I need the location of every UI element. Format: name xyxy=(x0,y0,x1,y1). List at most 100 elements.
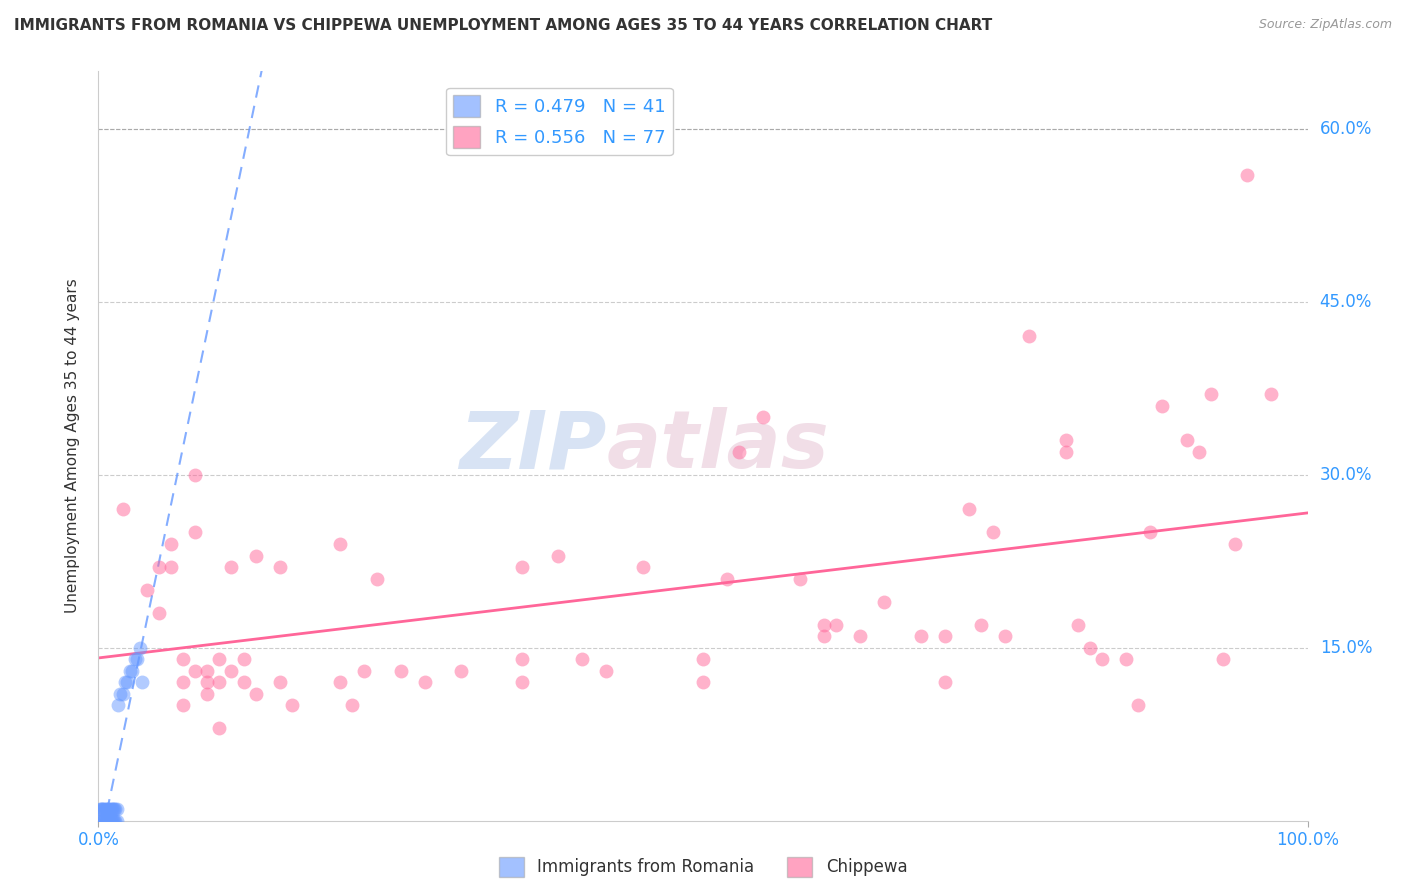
Point xyxy=(595,664,617,678)
Point xyxy=(1078,640,1101,655)
Point xyxy=(389,664,412,678)
Point xyxy=(353,664,375,678)
Point xyxy=(94,814,117,828)
Point xyxy=(135,583,157,598)
Point xyxy=(1152,399,1174,413)
Point xyxy=(1067,617,1090,632)
Text: Source: ZipAtlas.com: Source: ZipAtlas.com xyxy=(1258,18,1392,31)
Point xyxy=(1115,652,1137,666)
Point xyxy=(172,675,194,690)
Point xyxy=(100,802,122,816)
Point xyxy=(269,675,291,690)
Point xyxy=(100,814,122,828)
Point xyxy=(89,814,111,828)
Point xyxy=(1236,168,1258,182)
Point xyxy=(957,502,980,516)
Point xyxy=(100,802,122,816)
Point xyxy=(121,664,143,678)
Point xyxy=(329,537,352,551)
Point xyxy=(103,814,125,828)
Point xyxy=(160,560,183,574)
Point xyxy=(269,560,291,574)
Point xyxy=(934,629,956,643)
Point xyxy=(104,814,127,828)
Point xyxy=(184,467,207,482)
Point xyxy=(117,675,139,690)
Point xyxy=(93,814,115,828)
Point xyxy=(752,410,775,425)
Text: atlas: atlas xyxy=(606,407,830,485)
Point xyxy=(232,652,254,666)
Point xyxy=(413,675,436,690)
Point xyxy=(813,629,835,643)
Point xyxy=(221,664,243,678)
Point xyxy=(107,698,129,713)
Point xyxy=(148,560,170,574)
Point xyxy=(111,502,134,516)
Point xyxy=(124,652,146,666)
Point xyxy=(104,802,127,816)
Point xyxy=(994,629,1017,643)
Point xyxy=(98,802,121,816)
Text: 15.0%: 15.0% xyxy=(1320,639,1372,657)
Point xyxy=(1188,444,1211,458)
Point xyxy=(208,652,231,666)
Point xyxy=(1223,537,1246,551)
Point xyxy=(127,652,149,666)
Point xyxy=(547,549,569,563)
Point xyxy=(970,617,993,632)
Text: 30.0%: 30.0% xyxy=(1320,466,1372,483)
Point xyxy=(510,675,533,690)
Point xyxy=(89,802,111,816)
Point xyxy=(160,537,183,551)
Point xyxy=(1091,652,1114,666)
Point xyxy=(1018,329,1040,343)
Point xyxy=(96,802,118,816)
Point xyxy=(114,675,136,690)
Point xyxy=(105,802,128,816)
Point xyxy=(108,687,131,701)
Point xyxy=(90,802,112,816)
Text: IMMIGRANTS FROM ROMANIA VS CHIPPEWA UNEMPLOYMENT AMONG AGES 35 TO 44 YEARS CORRE: IMMIGRANTS FROM ROMANIA VS CHIPPEWA UNEM… xyxy=(14,18,993,33)
Point xyxy=(97,802,120,816)
Point xyxy=(1139,525,1161,540)
Point xyxy=(716,572,738,586)
Point xyxy=(184,664,207,678)
Point xyxy=(245,549,267,563)
Point xyxy=(97,814,120,828)
Point xyxy=(118,664,141,678)
Point xyxy=(195,675,218,690)
Point xyxy=(873,594,896,608)
Point xyxy=(195,664,218,678)
Text: 60.0%: 60.0% xyxy=(1320,120,1372,138)
Point xyxy=(111,687,134,701)
Point xyxy=(148,606,170,620)
Y-axis label: Unemployment Among Ages 35 to 44 years: Unemployment Among Ages 35 to 44 years xyxy=(65,278,80,614)
Point xyxy=(571,652,593,666)
Point xyxy=(208,722,231,736)
Point xyxy=(172,652,194,666)
Point xyxy=(329,675,352,690)
Point xyxy=(728,444,751,458)
Point xyxy=(1199,387,1222,401)
Text: ZIP: ZIP xyxy=(458,407,606,485)
Point xyxy=(631,560,654,574)
Point xyxy=(94,802,117,816)
Point xyxy=(96,814,118,828)
Point xyxy=(1212,652,1234,666)
Point xyxy=(184,525,207,540)
Point xyxy=(981,525,1004,540)
Point xyxy=(813,617,835,632)
Point xyxy=(91,814,114,828)
Point xyxy=(849,629,872,643)
Point xyxy=(1128,698,1150,713)
Point xyxy=(1175,434,1198,448)
Point xyxy=(510,652,533,666)
Point xyxy=(342,698,364,713)
Point xyxy=(91,802,114,816)
Point xyxy=(789,572,811,586)
Point xyxy=(100,814,122,828)
Point xyxy=(208,675,231,690)
Point xyxy=(366,572,388,586)
Point xyxy=(934,675,956,690)
